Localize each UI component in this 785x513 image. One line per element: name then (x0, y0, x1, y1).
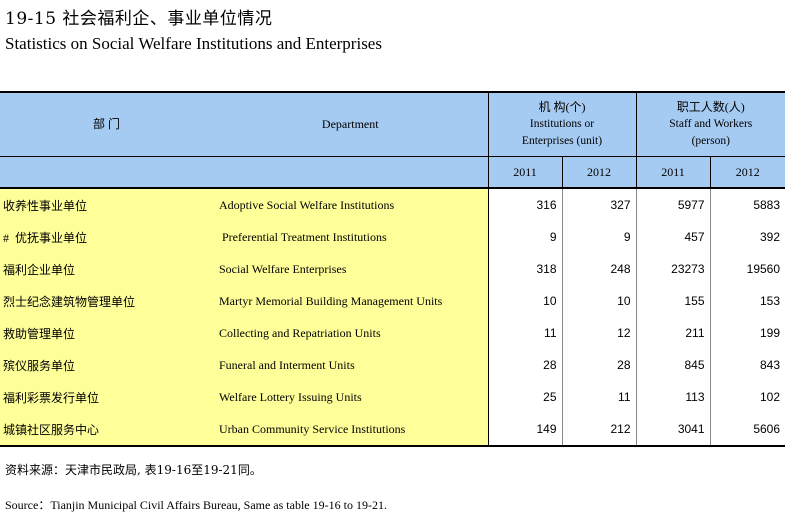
year-header-staff-2011: 2011 (636, 156, 711, 189)
institutions-en-label-1: Institutions or (529, 118, 595, 130)
row-label-cn: 收养性事业单位 (0, 188, 213, 221)
cell-inst-2012: 28 (562, 349, 637, 381)
table-title-english: Statistics on Social Welfare Institution… (5, 34, 382, 53)
source-note-chinese: 资料来源：天津市民政局, 表19-16至19-21同。 (5, 463, 262, 477)
year-header-row: 2011 2012 2011 2012 (0, 156, 785, 189)
table-row: 烈士纪念建筑物管理单位 Martyr Memorial Building Man… (0, 285, 785, 317)
cell-inst-2012: 9 (562, 221, 637, 253)
table-row: 福利彩票发行单位 Welfare Lottery Issuing Units 2… (0, 381, 785, 413)
table-row: 殡仪服务单位 Funeral and Interment Units 28 28… (0, 349, 785, 381)
row-label-cn: 福利企业单位 (0, 253, 213, 285)
cell-staff-2011: 155 (636, 285, 711, 317)
staff-en-label-1: Staff and Workers (669, 118, 753, 130)
cell-inst-2012: 11 (562, 381, 637, 413)
cell-inst-2011: 316 (488, 188, 563, 221)
department-en-label: Department (321, 117, 379, 131)
source-note-english: Source：Tianjin Municipal Civil Affairs B… (5, 498, 387, 512)
cell-staff-2012: 5606 (710, 413, 785, 447)
year-spacer-cn (0, 156, 213, 189)
row-label-en: Martyr Memorial Building Management Unit… (213, 285, 489, 317)
cell-inst-2012: 212 (562, 413, 637, 447)
institutions-header: 机 构(个) Institutions or Enterprises (unit… (488, 91, 637, 157)
table-row: # 优抚事业单位 Preferential Treatment Institut… (0, 221, 785, 253)
staff-header: 职工人数(人) Staff and Workers (person) (636, 91, 785, 157)
row-label-en: Funeral and Interment Units (213, 349, 489, 381)
row-label-en: Welfare Lottery Issuing Units (213, 381, 489, 413)
cell-inst-2011: 25 (488, 381, 563, 413)
row-label-en: Urban Community Service Institutions (213, 413, 489, 447)
cell-staff-2012: 199 (759, 326, 781, 340)
institutions-en-label-2: Enterprises (unit) (521, 135, 603, 147)
table-row: 救助管理单位 Collecting and Repatriation Units… (0, 317, 785, 349)
year-header-inst-2011: 2011 (488, 156, 563, 189)
cell-staff-2011: 113 (636, 381, 711, 413)
row-label-en: Collecting and Repatriation Units (213, 317, 489, 349)
cell-staff-2011: 845 (636, 349, 711, 381)
cell-staff-2012: 392 (759, 230, 781, 244)
staff-cn-label: 职工人数(人) (676, 100, 745, 114)
cell-inst-2011: 28 (488, 349, 563, 381)
cell-staff-2011: 5977 (636, 188, 711, 221)
institutions-cn-label: 机 构(个) (538, 100, 586, 114)
cell-staff-2012: 153 (759, 294, 781, 308)
table-row: 收养性事业单位 Adoptive Social Welfare Institut… (0, 188, 785, 221)
row-label-cn: 福利彩票发行单位 (0, 381, 213, 413)
department-cn-header: 部 门 (0, 91, 213, 157)
cell-staff-2012: 19560 (746, 262, 781, 276)
cell-staff-2011: 23273 (636, 253, 711, 285)
cell-inst-2012: 248 (562, 253, 637, 285)
year-header-staff-2012: 2012 (710, 156, 785, 189)
year-header-inst-2012: 2012 (562, 156, 637, 189)
department-cn-label: 部 门 (92, 117, 120, 131)
cell-staff-2012: 843 (759, 358, 781, 372)
cell-inst-2011: 11 (488, 317, 563, 349)
cell-staff-2011: 3041 (636, 413, 711, 447)
cell-staff-2012: 102 (759, 390, 781, 404)
cell-inst-2011: 149 (488, 413, 563, 447)
staff-en-label-2: (person) (691, 135, 730, 147)
statistics-table: 部 门 Department 机 构(个) Institutions or En… (0, 91, 785, 447)
cell-inst-2011: 318 (488, 253, 563, 285)
row-label-cn: 烈士纪念建筑物管理单位 (0, 285, 213, 317)
row-label-cn: 殡仪服务单位 (0, 349, 213, 381)
row-label-en: Preferential Treatment Institutions (213, 221, 489, 253)
row-label-cn: # 优抚事业单位 (0, 221, 213, 253)
department-en-header: Department (213, 91, 489, 157)
table-row: 福利企业单位 Social Welfare Enterprises 318 24… (0, 253, 785, 285)
row-label-en: Social Welfare Enterprises (213, 253, 489, 285)
cell-staff-2011: 211 (636, 317, 711, 349)
row-label-cn: 救助管理单位 (0, 317, 213, 349)
cell-inst-2012: 10 (562, 285, 637, 317)
row-label-cn: 城镇社区服务中心 (0, 413, 213, 447)
header-row: 部 门 Department 机 构(个) Institutions or En… (0, 91, 785, 157)
cell-inst-2012: 327 (562, 188, 637, 221)
cell-inst-2011: 9 (488, 221, 563, 253)
cell-inst-2011: 10 (488, 285, 563, 317)
row-label-en: Adoptive Social Welfare Institutions (213, 188, 489, 221)
cell-staff-2012: 5883 (753, 198, 781, 212)
table-title-chinese: 19-15 社会福利企、事业单位情况 (5, 9, 273, 29)
year-spacer-en (213, 156, 489, 189)
cell-inst-2012: 12 (562, 317, 637, 349)
cell-staff-2011: 457 (636, 221, 711, 253)
table-row: 城镇社区服务中心 Urban Community Service Institu… (0, 413, 785, 447)
